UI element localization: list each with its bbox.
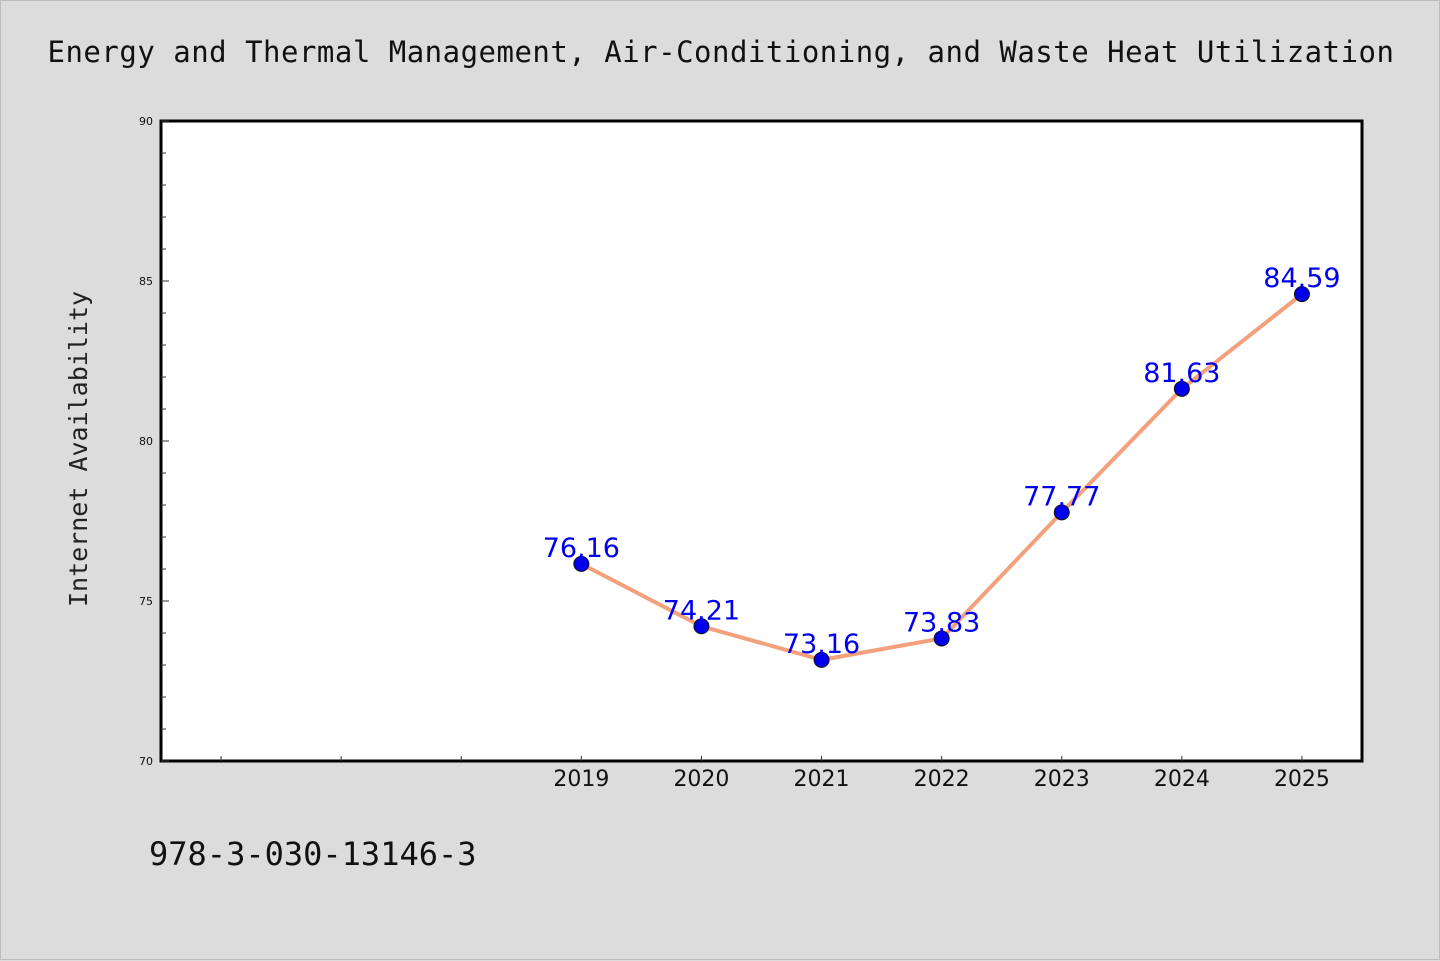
x-axis: 2019 2020 2021 2022 2023 2024 2025 [220, 756, 1330, 792]
data-label: 73.83 [903, 607, 980, 638]
x-tick-label: 2020 [673, 767, 729, 792]
x-tick-label: 2021 [794, 767, 850, 792]
data-point [1293, 286, 1310, 303]
data-point [933, 630, 950, 647]
data-label: 73.16 [783, 629, 860, 660]
x-tick-label: 2025 [1274, 767, 1330, 792]
y-tick-label: 75 [139, 595, 153, 608]
y-tick-label: 80 [139, 435, 153, 448]
x-tick-label: 2022 [914, 767, 970, 792]
data-labels: 76.16 74.21 73.16 73.83 77.77 81.63 84.59 [543, 263, 1341, 660]
data-label: 77.77 [1023, 481, 1100, 512]
data-point [693, 618, 710, 635]
x-tick-label: 2024 [1154, 767, 1210, 792]
y-tick-label: 70 [139, 755, 153, 768]
y-axis-label: Internet Availability [64, 291, 93, 607]
plot-area [159, 119, 1364, 763]
data-point [1173, 380, 1190, 397]
chart-title: Energy and Thermal Management, Air-Condi… [47, 35, 1395, 69]
x-tick-label: 2023 [1034, 767, 1090, 792]
y-axis: 70 75 80 85 90 [139, 115, 169, 768]
data-label: 81.63 [1143, 358, 1220, 389]
y-tick-label: 90 [139, 115, 153, 128]
footer-code: 978-3-030-13146-3 [149, 835, 477, 873]
y-tick-label: 85 [139, 275, 153, 288]
x-tick-label: 2019 [553, 767, 609, 792]
data-label: 76.16 [543, 533, 620, 564]
data-label: 84.59 [1263, 263, 1340, 294]
series-markers [573, 286, 1310, 668]
data-point [813, 651, 830, 668]
data-point [573, 555, 590, 572]
data-label: 74.21 [663, 595, 740, 626]
data-point [1053, 504, 1070, 521]
